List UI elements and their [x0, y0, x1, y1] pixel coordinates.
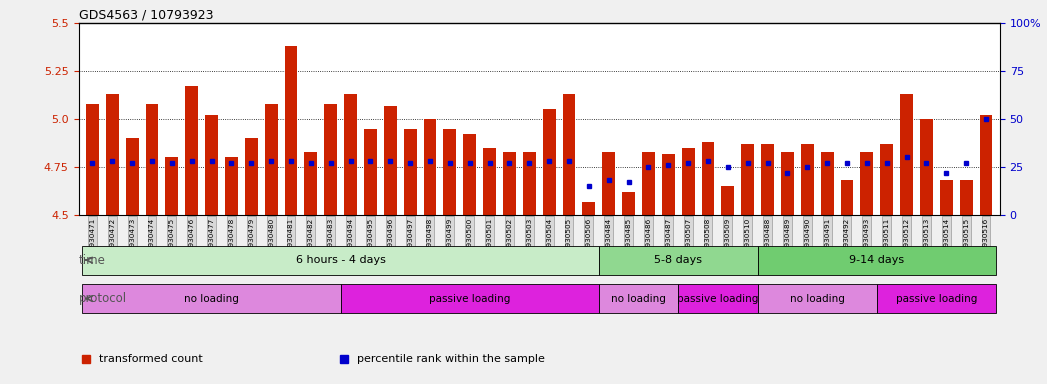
Bar	[861, 152, 873, 215]
Bar	[503, 152, 516, 215]
Bar	[424, 119, 437, 215]
Text: 5-8 days: 5-8 days	[654, 255, 703, 265]
Bar	[841, 180, 853, 215]
Text: no loading: no loading	[184, 293, 239, 304]
Bar	[265, 104, 277, 215]
Bar	[542, 109, 556, 215]
Bar	[522, 152, 536, 215]
Bar	[761, 144, 774, 215]
Bar	[344, 94, 357, 215]
Bar	[701, 142, 714, 215]
Bar	[678, 284, 758, 313]
Bar	[940, 180, 953, 215]
Text: percentile rank within the sample: percentile rank within the sample	[357, 354, 544, 364]
Bar	[325, 104, 337, 215]
Bar	[599, 246, 758, 275]
Text: time: time	[80, 254, 106, 266]
Text: passive loading: passive loading	[677, 293, 759, 304]
Bar	[622, 192, 636, 215]
Bar	[821, 152, 833, 215]
Text: 6 hours - 4 days: 6 hours - 4 days	[295, 255, 385, 265]
Bar	[599, 284, 678, 313]
Text: GDS4563 / 10793923: GDS4563 / 10793923	[79, 9, 213, 22]
Bar	[245, 138, 258, 215]
Bar	[364, 129, 377, 215]
Bar	[185, 86, 198, 215]
Bar	[900, 94, 913, 215]
Bar	[920, 119, 933, 215]
Bar	[642, 152, 654, 215]
Bar	[562, 94, 576, 215]
Bar	[83, 284, 340, 313]
Bar	[443, 129, 456, 215]
Bar	[758, 246, 996, 275]
Bar	[305, 152, 317, 215]
Bar	[483, 148, 496, 215]
Bar	[404, 129, 417, 215]
Bar	[960, 180, 973, 215]
Bar	[384, 106, 397, 215]
Text: no loading: no loading	[611, 293, 666, 304]
Bar	[225, 157, 238, 215]
Bar	[602, 152, 616, 215]
Text: protocol: protocol	[80, 292, 128, 305]
Bar	[86, 104, 98, 215]
Bar	[758, 284, 876, 313]
Bar	[582, 202, 596, 215]
Bar	[340, 284, 599, 313]
Bar	[741, 144, 754, 215]
Text: passive loading: passive loading	[895, 293, 977, 304]
Bar	[682, 148, 694, 215]
Bar	[781, 152, 794, 215]
Bar	[881, 144, 893, 215]
Text: 9-14 days: 9-14 days	[849, 255, 905, 265]
Bar	[285, 46, 297, 215]
Bar	[165, 157, 178, 215]
Bar	[205, 115, 218, 215]
Bar	[721, 186, 734, 215]
Text: transformed count: transformed count	[98, 354, 202, 364]
Bar	[980, 115, 993, 215]
Bar	[801, 144, 814, 215]
Bar	[463, 134, 476, 215]
Text: no loading: no loading	[789, 293, 845, 304]
Bar	[83, 246, 599, 275]
Text: passive loading: passive loading	[429, 293, 510, 304]
Bar	[876, 284, 996, 313]
Bar	[146, 104, 158, 215]
Bar	[126, 138, 138, 215]
Bar	[106, 94, 118, 215]
Bar	[662, 154, 674, 215]
